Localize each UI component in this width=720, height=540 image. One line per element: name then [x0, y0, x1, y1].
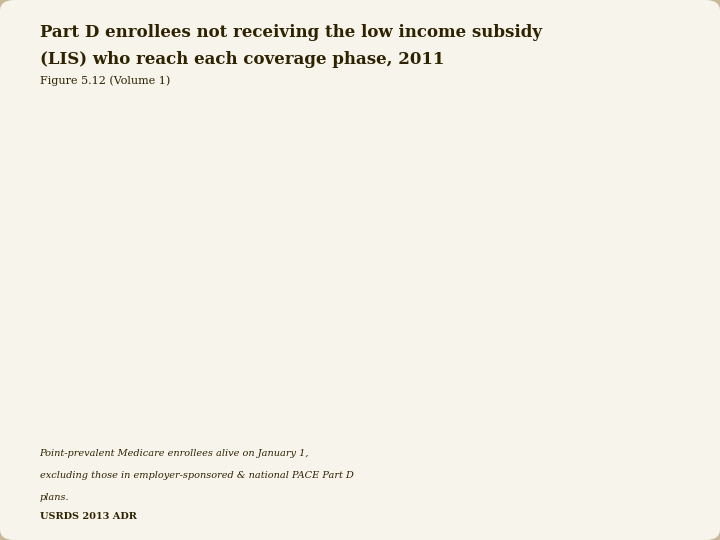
Text: excluding those in employer-sponsored & national PACE Part D: excluding those in employer-sponsored & … — [40, 471, 354, 480]
Text: plans.: plans. — [40, 492, 69, 502]
Bar — [335, 113, 373, 421]
Bar — [412, 395, 450, 421]
Bar — [373, 301, 412, 421]
Text: (LIS) who reach each coverage phase, 2011: (LIS) who reach each coverage phase, 201… — [40, 51, 444, 68]
Bar — [626, 386, 664, 421]
Bar — [159, 356, 198, 421]
Bar — [587, 288, 626, 421]
Bar — [121, 130, 159, 421]
Bar — [549, 126, 587, 421]
Y-axis label: Percent: Percent — [45, 233, 58, 285]
Legend: Initial
coverage, Coverage
gap, Catastrophic
coverage: Initial coverage, Coverage gap, Catastro… — [297, 103, 393, 199]
Bar — [198, 411, 236, 421]
Text: Point-prevalent Medicare enrollees alive on January 1,: Point-prevalent Medicare enrollees alive… — [40, 449, 309, 458]
Text: USRDS 2013 ADR: USRDS 2013 ADR — [40, 512, 137, 522]
Text: Figure 5.12 (Volume 1): Figure 5.12 (Volume 1) — [40, 76, 170, 86]
Text: Part D enrollees not receiving the low income subsidy: Part D enrollees not receiving the low i… — [40, 24, 541, 41]
